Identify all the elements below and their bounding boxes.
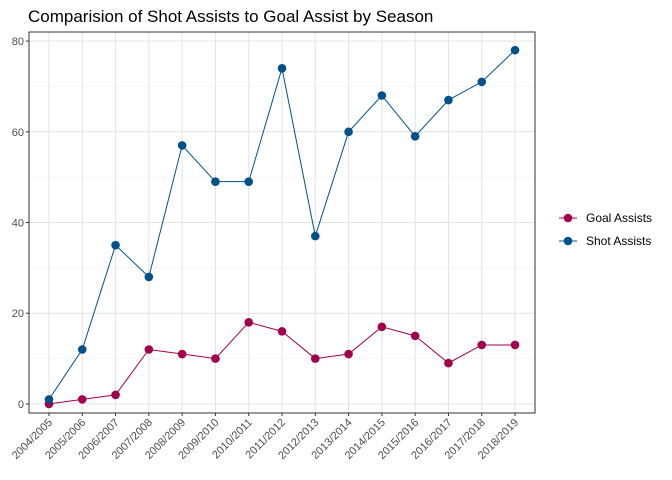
data-point [77, 395, 87, 404]
grid-major [29, 32, 535, 413]
y-tick-label: 60 [12, 127, 24, 139]
data-point [510, 45, 520, 55]
data-point [177, 141, 187, 150]
legend: Goal Assists Shot Assists [559, 211, 652, 248]
legend-marker [563, 236, 573, 246]
data-point [144, 272, 154, 282]
data-point [377, 322, 387, 332]
y-tick-label: 0 [18, 399, 24, 411]
data-point [410, 132, 420, 141]
data-point [477, 77, 487, 87]
y-axis: 0 20 40 60 80 [12, 36, 29, 411]
data-point [144, 345, 154, 354]
data-point [111, 390, 120, 400]
data-point [244, 177, 254, 186]
x-axis: 2004/20052005/20062006/20072007/20082008… [10, 413, 521, 462]
series-shot-assists [44, 45, 520, 404]
legend-label: Shot Assists [586, 234, 651, 248]
data-point [344, 127, 353, 137]
data-point [44, 395, 54, 404]
data-point [211, 354, 220, 363]
legend-item: Goal Assists [559, 211, 652, 225]
y-tick-label: 80 [12, 36, 24, 48]
legend-label: Goal Assists [586, 211, 652, 225]
data-point [444, 95, 453, 105]
data-point [344, 349, 353, 359]
data-point [310, 231, 320, 241]
series-goal-assists [44, 317, 520, 409]
data-point [244, 317, 254, 327]
data-point [277, 327, 287, 336]
data-point [177, 349, 187, 359]
data-point [111, 240, 120, 250]
data-point [310, 354, 320, 363]
data-point [211, 177, 220, 186]
legend-marker [563, 213, 573, 223]
y-tick-label: 20 [12, 308, 24, 320]
data-point [444, 358, 453, 368]
series-layer [44, 45, 520, 409]
chart-title: Comparision of Shot Assists to Goal Assi… [28, 7, 433, 26]
data-point [410, 331, 420, 341]
data-point [477, 340, 487, 350]
legend-item: Shot Assists [559, 234, 651, 248]
data-point [277, 63, 287, 73]
data-point [377, 91, 387, 100]
data-point [77, 345, 87, 354]
y-tick-label: 40 [12, 218, 24, 230]
data-point [510, 340, 520, 350]
